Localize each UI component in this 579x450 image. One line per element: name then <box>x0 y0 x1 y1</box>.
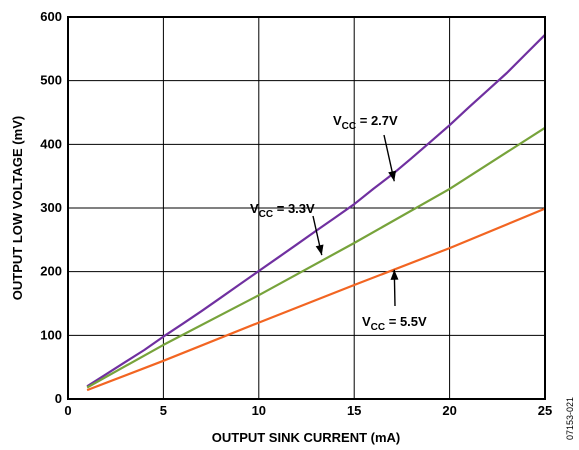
y-tick-labels: 0 100 200 300 400 500 600 <box>40 9 62 406</box>
series-lines <box>86 34 546 392</box>
annotation-arrowhead <box>388 170 397 182</box>
annotation-vcc-5.5v: VCC = 5.5V <box>362 314 427 333</box>
annotation-arrowhead <box>390 269 399 280</box>
x-tick-label: 15 <box>347 403 361 418</box>
y-tick-label: 400 <box>40 136 62 151</box>
plot-frame <box>67 16 546 400</box>
annotation-arrowhead <box>315 244 324 256</box>
x-tick-label: 0 <box>64 403 71 418</box>
y-tick-label: 500 <box>40 73 62 88</box>
x-axis-title: OUTPUT SINK CURRENT (mA) <box>212 430 401 445</box>
y-tick-label: 300 <box>40 200 62 215</box>
series-line-vcc-5.5v <box>86 207 546 392</box>
y-tick-label: 0 <box>55 391 62 406</box>
y-tick-label: 200 <box>40 264 62 279</box>
x-tick-label: 5 <box>160 403 167 418</box>
x-tick-labels: 0 5 10 15 20 25 <box>64 403 552 418</box>
x-tick-label: 10 <box>252 403 266 418</box>
figure-id: 07153-021 <box>565 397 575 440</box>
series-line-vcc-3.3v <box>86 126 546 389</box>
annotation-vcc-3.3v: VCC = 3.3V <box>250 201 315 220</box>
annotation-vcc-2.7v: VCC = 2.7V <box>333 113 398 132</box>
annotation-arrows <box>312 134 399 307</box>
x-tick-label: 20 <box>442 403 456 418</box>
x-tick-label: 25 <box>538 403 552 418</box>
y-axis-title: OUTPUT LOW VOLTAGE (mV) <box>10 116 25 300</box>
series-line-vcc-2.7v <box>86 34 546 388</box>
y-tick-label: 600 <box>40 9 62 24</box>
y-tick-label: 100 <box>40 327 62 342</box>
annotation-labels: VCC = 2.7V VCC = 3.3V VCC = 5.5V <box>250 113 427 333</box>
